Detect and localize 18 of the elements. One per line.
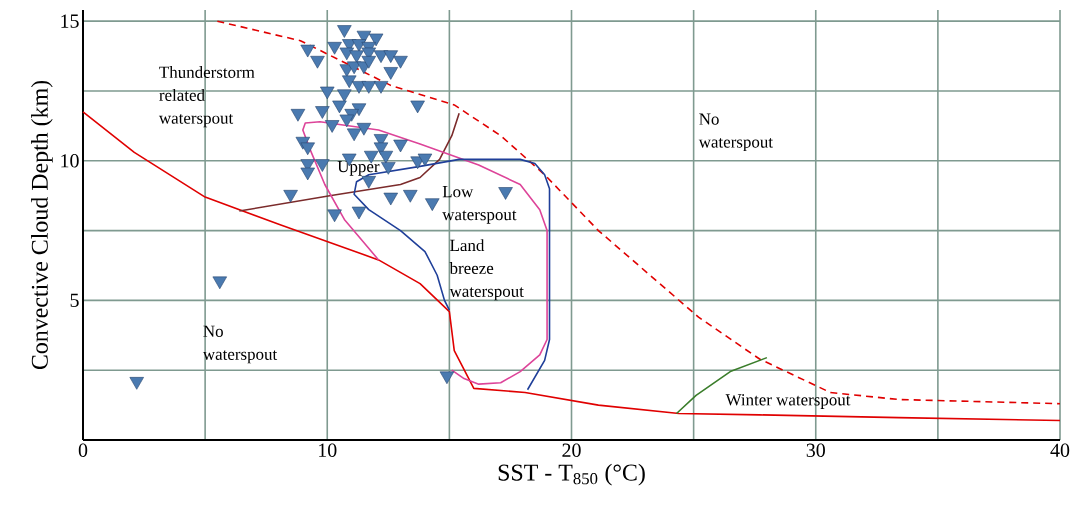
x-tick-label: 0 [78,443,88,457]
annotation: No waterspout [698,113,773,152]
x-tick-label: 30 [806,443,825,457]
annotation: Land breeze waterspout [449,239,524,301]
y-tick-label: 15 [61,14,79,28]
annotation: Upper [337,160,380,176]
x-axis-title: SST - T$_{850}$ (°C) [498,463,645,486]
line-series [82,111,1061,422]
y-tick-label: 5 [70,293,79,307]
x-tick-label: 40 [1050,443,1070,457]
annotation: No waterspout [202,325,278,364]
x-tick-label: 20 [562,443,581,457]
annotation: Low waterspout [442,186,517,224]
annotation: Winter waterspout [725,394,851,409]
y-axis-title: Convective Cloud Depth (km) [31,80,53,370]
x-tick-label: 10 [319,443,337,457]
annotation: Thunderstorm related waterspout [158,66,255,128]
y-tick-label: 10 [61,154,79,168]
